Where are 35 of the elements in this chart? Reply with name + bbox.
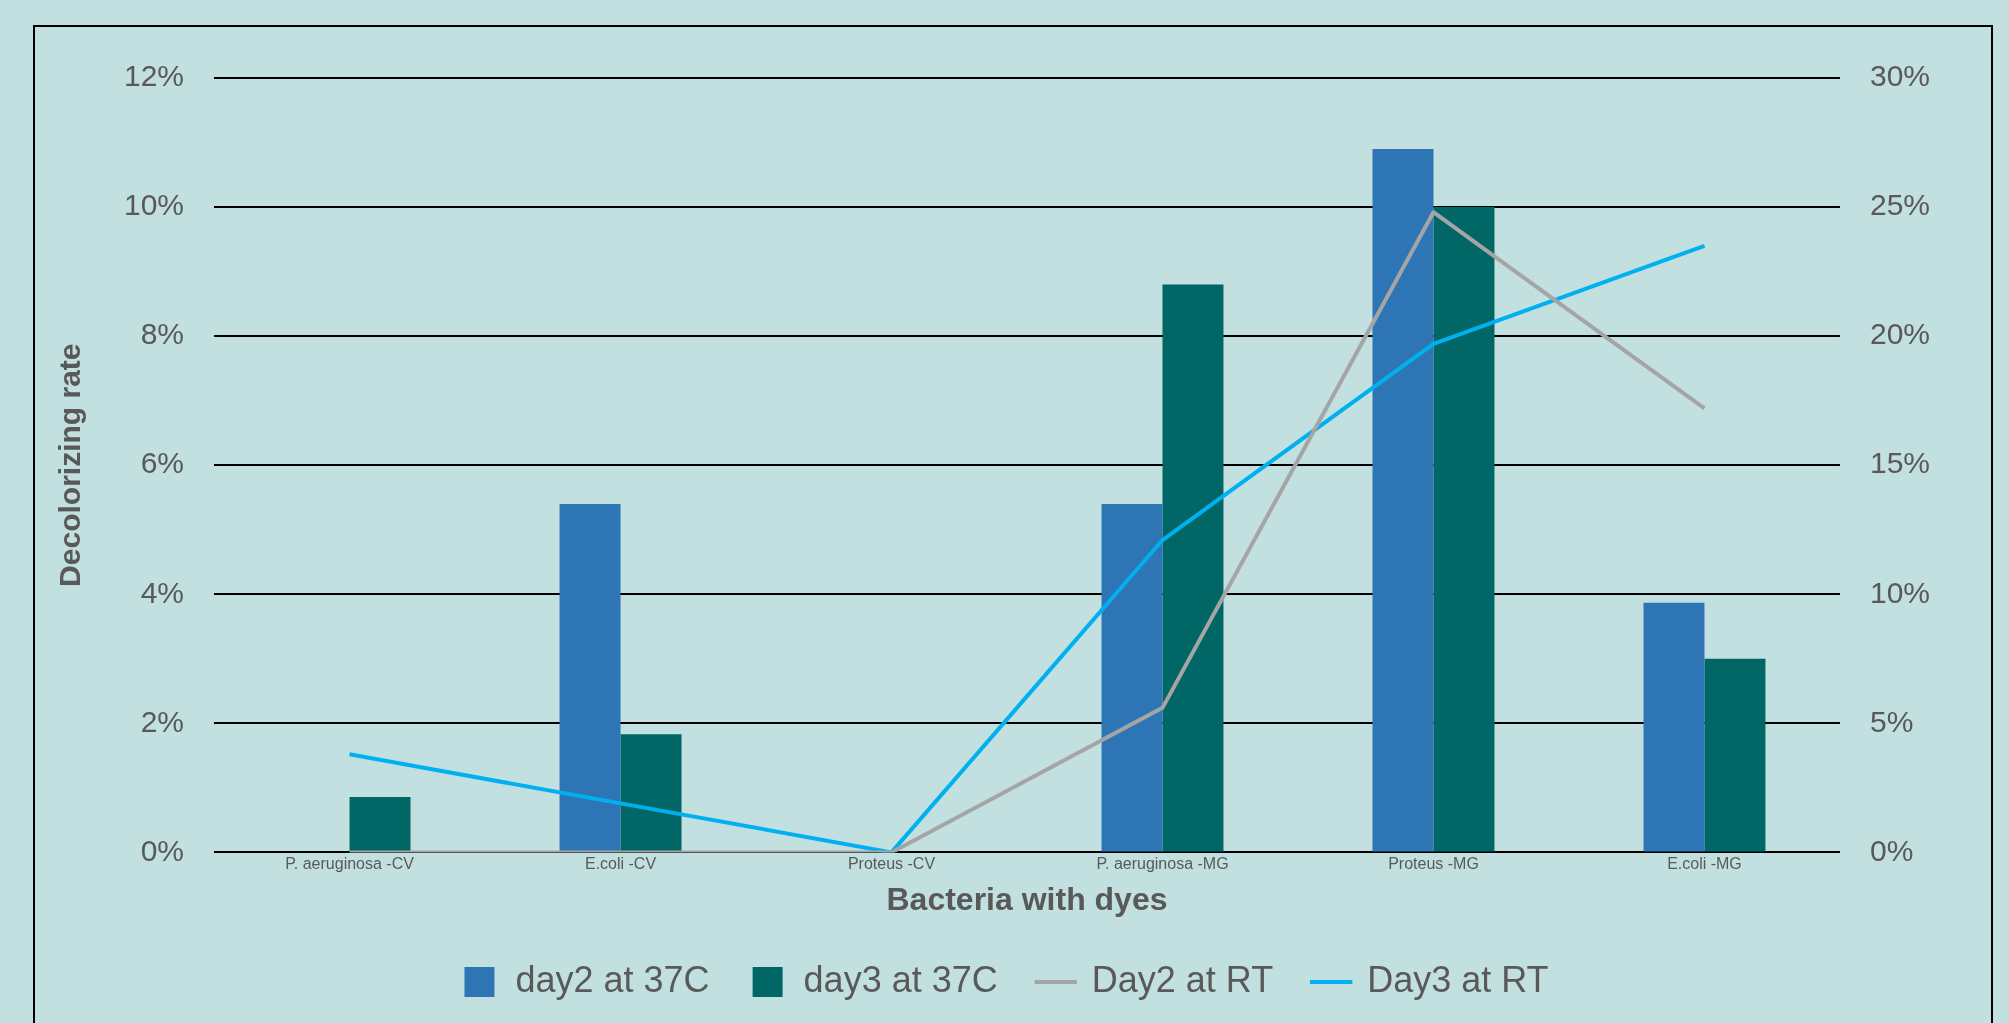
y2-tick-label: 20% xyxy=(1869,317,1930,351)
y2-tick-label: 15% xyxy=(1869,446,1930,480)
y2-tick-label: 30% xyxy=(1869,59,1930,93)
x-tick-label: E.coli -MG xyxy=(1667,855,1742,873)
y2-tick-label: 5% xyxy=(1869,704,1914,738)
x-tick-label: Proteus -CV xyxy=(847,855,936,873)
bar xyxy=(1433,207,1495,852)
x-tick-label: P. aeruginosa -MG xyxy=(1096,855,1229,873)
y-axis-title: Decolorizing rate xyxy=(53,343,87,587)
bar xyxy=(1372,148,1434,852)
y2-tick-label: 0% xyxy=(1869,833,1914,867)
bar xyxy=(620,734,682,852)
y-tick-label: 2% xyxy=(140,704,185,738)
x-axis-title: Bacteria with dyes xyxy=(886,880,1168,917)
bar xyxy=(1162,284,1224,852)
legend-label: day2 at 37C xyxy=(515,958,710,1000)
x-tick-label: P. aeruginosa -CV xyxy=(285,855,415,873)
y-tick-label: 8% xyxy=(140,317,185,351)
bar xyxy=(1101,503,1163,852)
y2-tick-label: 10% xyxy=(1869,575,1930,609)
y-tick-label: 12% xyxy=(124,59,185,93)
legend-label: Day2 at RT xyxy=(1091,958,1274,1000)
legend-label: Day3 at RT xyxy=(1367,958,1549,1000)
legend-label: day3 at 37C xyxy=(803,958,998,1000)
bar xyxy=(349,796,411,852)
x-tick-label: E.coli -CV xyxy=(584,855,657,873)
y-tick-label: 10% xyxy=(124,188,185,222)
bar xyxy=(559,503,621,852)
y-tick-label: 0% xyxy=(140,833,185,867)
y-tick-label: 4% xyxy=(140,575,185,609)
bar xyxy=(1643,602,1705,852)
bar xyxy=(1704,658,1766,852)
x-tick-label: Proteus -MG xyxy=(1388,855,1479,873)
y-tick-label: 6% xyxy=(140,446,185,480)
y2-tick-label: 25% xyxy=(1869,188,1930,222)
